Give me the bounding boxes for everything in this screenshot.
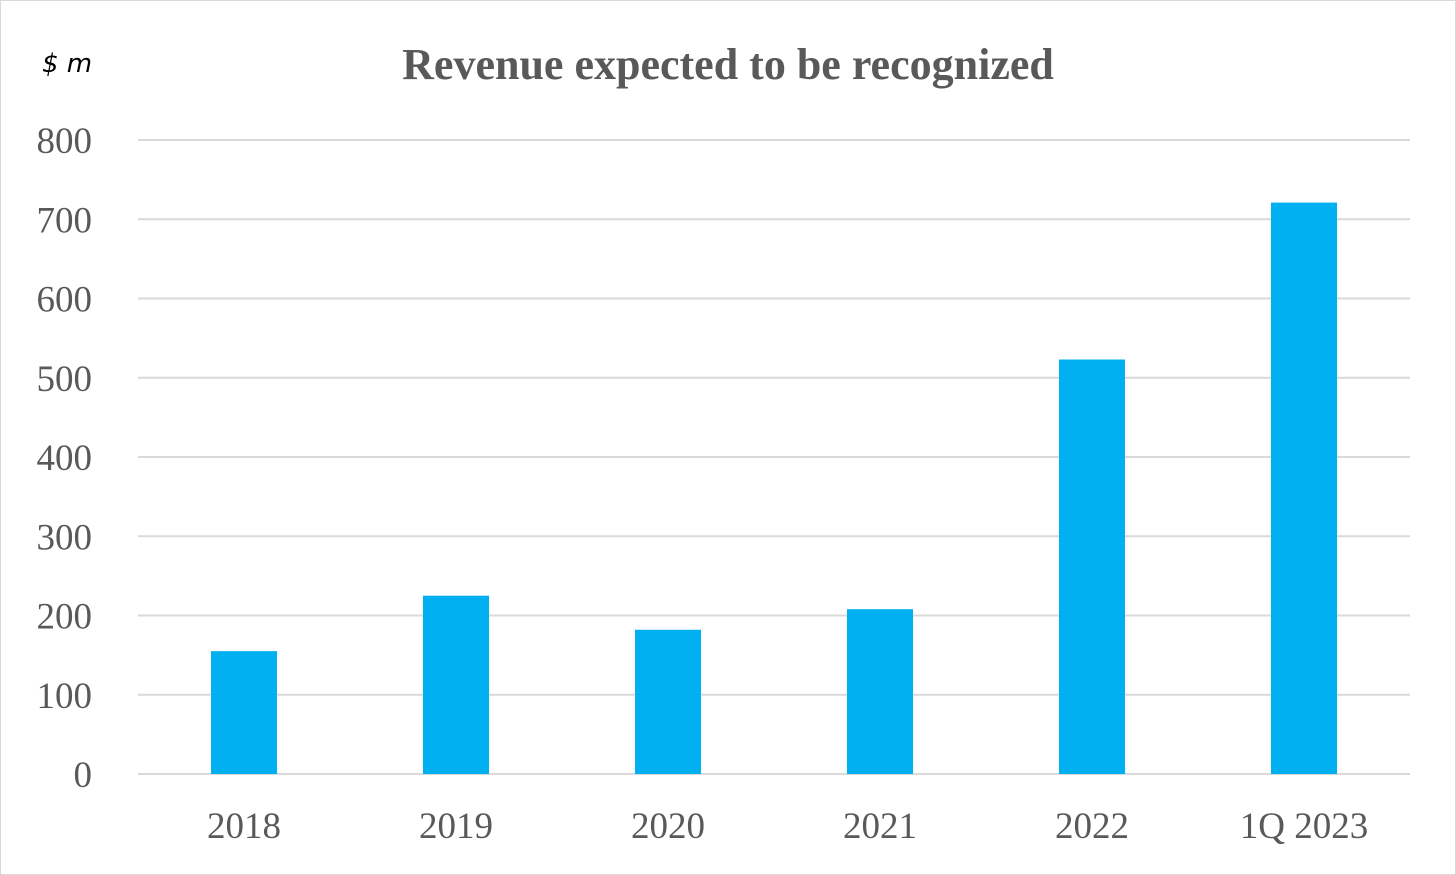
y-tick-label: 100 xyxy=(37,676,93,717)
y-tick-label: 200 xyxy=(37,597,93,638)
bar-2018 xyxy=(211,651,277,774)
bar-2019 xyxy=(423,595,489,774)
y-tick-label: 400 xyxy=(37,438,93,479)
y-tick-label: 700 xyxy=(37,200,93,241)
x-axis-ticks: 2018 2019 2020 2021 2022 1Q 2023 xyxy=(207,806,1368,847)
y-tick-label: 500 xyxy=(37,359,93,400)
y-tick-label: 800 xyxy=(37,121,93,162)
bar-1q-2023 xyxy=(1271,202,1337,775)
y-tick-label: 300 xyxy=(37,517,93,558)
y-tick-label: 0 xyxy=(74,755,93,796)
x-tick-label: 2018 xyxy=(207,806,281,847)
y-axis-ticks: 0 100 200 300 400 500 600 700 800 xyxy=(37,121,93,796)
chart-title: Revenue expected to be recognized xyxy=(402,40,1054,89)
x-tick-label: 2022 xyxy=(1055,806,1129,847)
bar-2020 xyxy=(635,629,701,774)
bar-2021 xyxy=(847,609,913,774)
unit-label: $ m xyxy=(42,49,92,79)
x-tick-label: 2020 xyxy=(631,806,705,847)
gridlines xyxy=(138,139,1410,775)
bar-2022 xyxy=(1059,359,1125,774)
x-tick-label: 2019 xyxy=(419,806,493,847)
y-tick-label: 600 xyxy=(37,280,93,321)
x-tick-label: 1Q 2023 xyxy=(1240,806,1368,847)
bars xyxy=(211,202,1337,775)
x-tick-label: 2021 xyxy=(843,806,917,847)
